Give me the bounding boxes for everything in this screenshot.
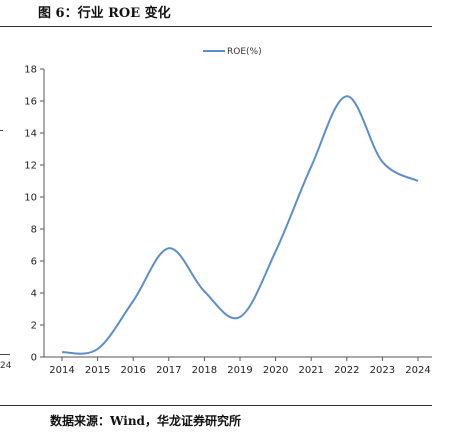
y-tick-label: 10: [24, 193, 37, 204]
y-tick-label: 2: [31, 321, 37, 332]
y-axis-ticks: 0 2 4 6 8 10 12 14 16 18: [24, 65, 44, 364]
x-tick-label: 2021: [298, 365, 323, 376]
x-tick-label: 2020: [263, 365, 288, 376]
y-tick-label: 12: [24, 161, 37, 172]
chart-legend: ROE(%): [203, 47, 262, 57]
left-edge-mark: [0, 130, 3, 131]
y-tick-label: 6: [31, 257, 37, 268]
bottom-rule: [0, 405, 432, 406]
y-tick-label: 0: [31, 353, 37, 364]
x-tick-label: 2024: [405, 365, 430, 376]
figure-title: 图 6：行业 ROE 变化: [38, 6, 171, 21]
y-tick-label: 4: [31, 289, 37, 300]
left-stub-tick-label: 24: [0, 361, 12, 371]
x-tick-label: 2023: [370, 365, 395, 376]
y-tick-label: 16: [24, 97, 37, 108]
source-note: 数据来源：Wind，华龙证券研究所: [50, 414, 241, 428]
y-tick-label: 14: [24, 129, 37, 140]
chart-axes: [43, 69, 432, 358]
x-tick-label: 2019: [227, 365, 252, 376]
y-tick-label: 18: [24, 65, 37, 76]
x-tick-label: 2015: [85, 365, 110, 376]
top-rule: [0, 26, 432, 27]
x-tick-label: 2018: [192, 365, 217, 376]
x-tick-label: 2016: [120, 365, 145, 376]
x-axis-ticks: 2014 2015 2016 2017 2018 2019 2020 2021 2022 2023…: [49, 357, 431, 376]
roe-series-line: [61, 95, 419, 355]
legend-label: ROE(%): [227, 47, 262, 57]
series-layer: [61, 95, 419, 355]
x-tick-label: 2014: [49, 365, 74, 376]
left-stub-axis: [0, 354, 10, 355]
x-tick-label: 2017: [156, 365, 181, 376]
y-tick-label: 8: [31, 225, 37, 236]
x-tick-label: 2022: [334, 365, 359, 376]
